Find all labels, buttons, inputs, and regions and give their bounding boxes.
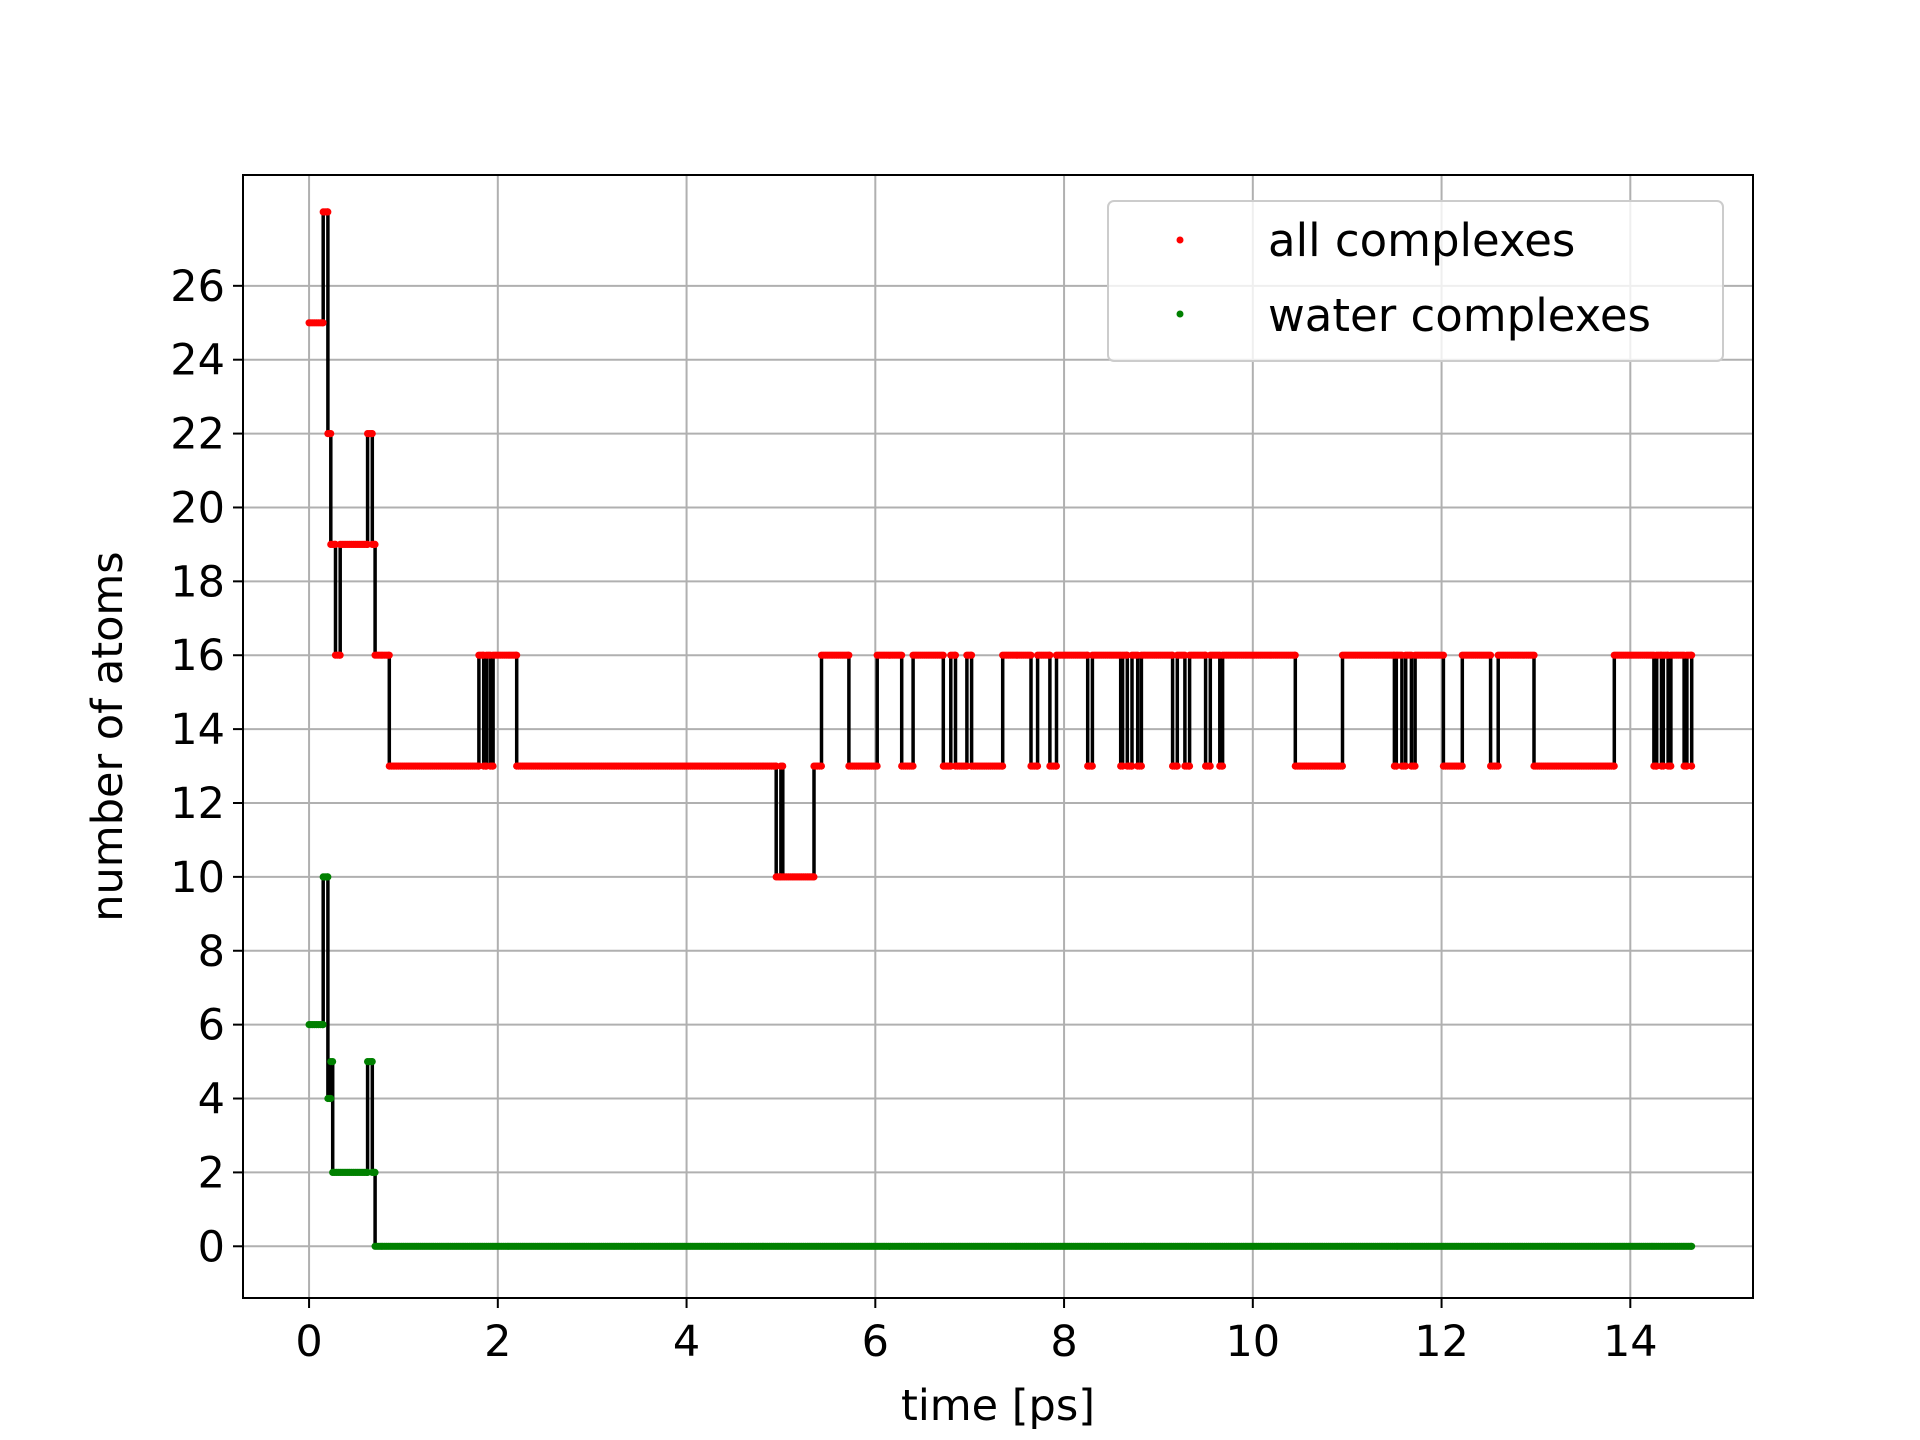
data-point [1033,762,1042,770]
data-point [873,762,881,770]
data-point [371,1168,379,1176]
data-point [779,762,787,770]
data-point [1530,651,1538,659]
y-tick-label: 12 [170,779,225,829]
plot-frame [242,174,1754,1299]
data-point [817,762,826,770]
data-point [1206,762,1214,770]
data-point [1688,651,1696,659]
series-markers-1 [305,873,1696,1250]
data-point [909,762,917,770]
y-tick-label: 26 [170,262,225,312]
data-point [1128,762,1136,770]
legend-box [1107,200,1724,362]
x-tick-label: 6 [862,1317,889,1367]
legend-marker-all-complexes [1176,236,1184,244]
y-tick-label: 10 [170,853,225,903]
data-point [939,651,947,659]
data-point [810,873,818,881]
data-point [1458,762,1466,770]
data-point [513,651,521,659]
x-tick-label: 8 [1050,1317,1077,1367]
data-point [1392,762,1400,770]
y-axis-label: number of atoms [83,551,133,921]
data-point [1439,651,1447,659]
data-markers [305,208,1696,1250]
legend: all complexes water complexes [1107,200,1724,362]
data-point [1052,762,1060,770]
data-point [1185,762,1194,770]
data-point [371,540,379,549]
y-tick-label: 4 [198,1075,225,1125]
x-tick-label: 4 [673,1317,700,1367]
y-tick-label: 20 [170,483,225,533]
data-point [951,651,960,659]
data-point [999,762,1007,770]
data-point [1688,762,1696,770]
data-point [898,651,906,659]
data-point [1494,762,1502,770]
data-point [329,1058,337,1066]
data-point [1088,762,1096,770]
data-point [967,651,976,659]
data-point [1688,1242,1696,1250]
data-point [385,651,393,659]
y-tick-label: 14 [170,705,225,755]
data-point [336,651,344,659]
x-axis-label: time [ps] [901,1381,1095,1431]
data-point [1338,762,1346,770]
y-tick-label: 0 [198,1222,225,1272]
y-tick-label: 6 [198,1001,225,1051]
data-point [1291,651,1299,659]
series-markers-0 [305,208,1696,881]
data-point [368,1058,376,1066]
data-point [327,1094,335,1103]
y-tick-label: 16 [170,631,225,681]
data-point [324,873,332,881]
data-point [319,1021,327,1029]
data-point [319,319,327,327]
data-point [1402,762,1410,770]
data-point [845,651,853,659]
y-tick-label: 22 [170,410,225,460]
y-tick-label: 2 [198,1148,225,1198]
data-point [1137,762,1145,770]
x-axis-ticks: 0 2 4 6 8 10 12 14 [295,1298,1658,1367]
data-point [324,208,332,216]
data-point [368,430,376,438]
x-tick-label: 0 [295,1317,322,1367]
data-point [1610,762,1618,770]
x-tick-label: 10 [1225,1317,1280,1367]
data-point [1667,762,1675,770]
legend-label-water-complexes: water complexes [1268,289,1651,342]
data-point [489,762,497,770]
data-point [1173,762,1181,770]
data-point [1411,762,1419,770]
data-point [327,430,335,438]
x-tick-label: 14 [1603,1317,1658,1367]
x-tick-label: 12 [1414,1317,1469,1367]
y-tick-label: 24 [170,336,225,386]
y-tick-label: 8 [198,927,225,977]
data-point [1027,651,1035,659]
y-tick-label: 18 [170,557,225,607]
data-point [1046,651,1054,659]
legend-marker-water-complexes [1176,310,1184,318]
legend-label-all-complexes: all complexes [1268,214,1575,267]
data-point [1486,651,1495,659]
data-point [1218,762,1227,770]
x-tick-label: 2 [484,1317,511,1367]
